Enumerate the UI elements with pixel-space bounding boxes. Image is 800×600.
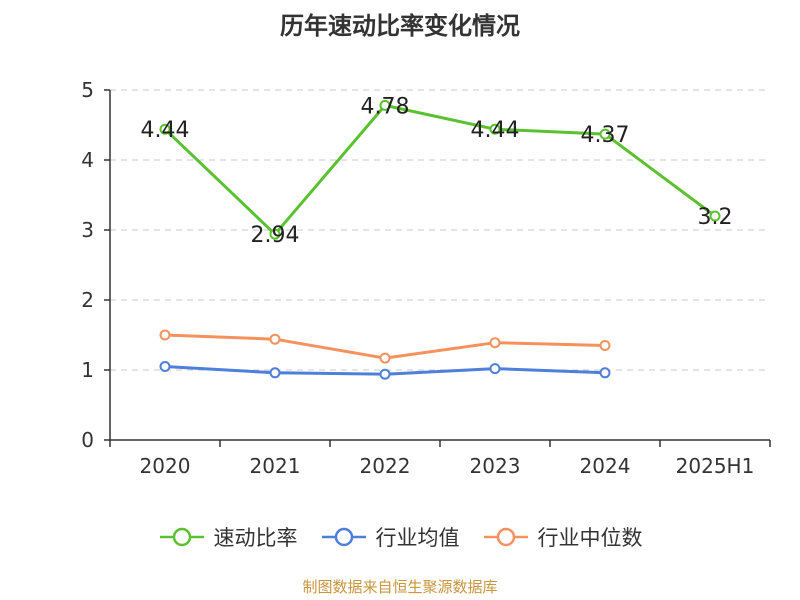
x-tick-label: 2024 — [580, 454, 631, 478]
source-note: 制图数据来自恒生聚源数据库 — [302, 578, 498, 596]
y-tick-label: 2 — [81, 288, 94, 312]
data-point — [269, 228, 281, 240]
data-point — [159, 329, 171, 341]
data-point — [489, 123, 501, 135]
x-tick-label: 2021 — [250, 454, 301, 478]
data-label: 4.44 — [471, 118, 520, 143]
data-point — [709, 210, 721, 222]
series-group — [159, 99, 721, 380]
data-point — [599, 367, 611, 379]
x-tick-label: 2020 — [140, 454, 191, 478]
legend-label: 速动比率 — [213, 526, 298, 550]
legend-label: 行业中位数 — [537, 526, 643, 550]
line-chart: 0 1 2 3 4 5 2020 2021 2022 2023 2024 2025H1 4.44 2.… — [81, 78, 771, 478]
legend-circle — [496, 527, 515, 547]
legend-marker-icon — [159, 527, 204, 547]
y-tick-label: 5 — [81, 78, 94, 102]
data-point — [489, 363, 501, 375]
data-point — [159, 361, 171, 372]
x-ticks: 2020 2021 2022 2023 2024 2025H1 — [109, 440, 771, 478]
data-point — [489, 337, 501, 349]
legend-item-0[interactable]: 速动比率 — [158, 522, 298, 552]
data-label: 2.94 — [251, 223, 300, 248]
legend-circle — [172, 527, 191, 547]
data-point — [599, 128, 611, 140]
chart-title: 历年速动比率变化情况 — [280, 12, 520, 40]
y-tick-label: 3 — [81, 218, 94, 242]
x-tick-label: 2022 — [360, 454, 411, 478]
data-point — [599, 340, 611, 351]
y-tick-label: 1 — [81, 358, 94, 382]
y-ticks: 0 1 2 3 4 5 — [81, 78, 110, 452]
data-point — [379, 352, 391, 364]
axes — [109, 90, 770, 441]
data-label: 4.78 — [361, 94, 410, 119]
data-point — [379, 368, 391, 380]
data-label: 4.44 — [141, 118, 190, 143]
legend-item-1[interactable]: 行业均值 — [320, 522, 460, 552]
data-point — [379, 99, 391, 111]
data-label: 4.37 — [581, 123, 630, 148]
data-point — [159, 123, 171, 135]
legend-marker-icon — [321, 527, 366, 547]
legend: 速动比率 行业均值 行业中位数 — [0, 520, 800, 554]
data-point — [269, 333, 281, 345]
x-tick-label: 2023 — [470, 454, 521, 478]
data-labels: 4.44 2.94 4.78 4.44 4.37 3.2 — [141, 94, 733, 248]
legend-marker-icon — [483, 527, 528, 547]
y-tick-label: 0 — [81, 428, 94, 452]
x-tick-label: 2025H1 — [676, 454, 755, 478]
legend-circle — [334, 527, 353, 547]
legend-label: 行业均值 — [375, 526, 460, 550]
data-point — [269, 367, 281, 379]
data-label: 3.2 — [698, 205, 733, 230]
legend-item-2[interactable]: 行业中位数 — [482, 522, 643, 552]
series-line — [163, 103, 716, 236]
gridlines — [110, 89, 770, 371]
y-tick-label: 4 — [81, 148, 94, 172]
